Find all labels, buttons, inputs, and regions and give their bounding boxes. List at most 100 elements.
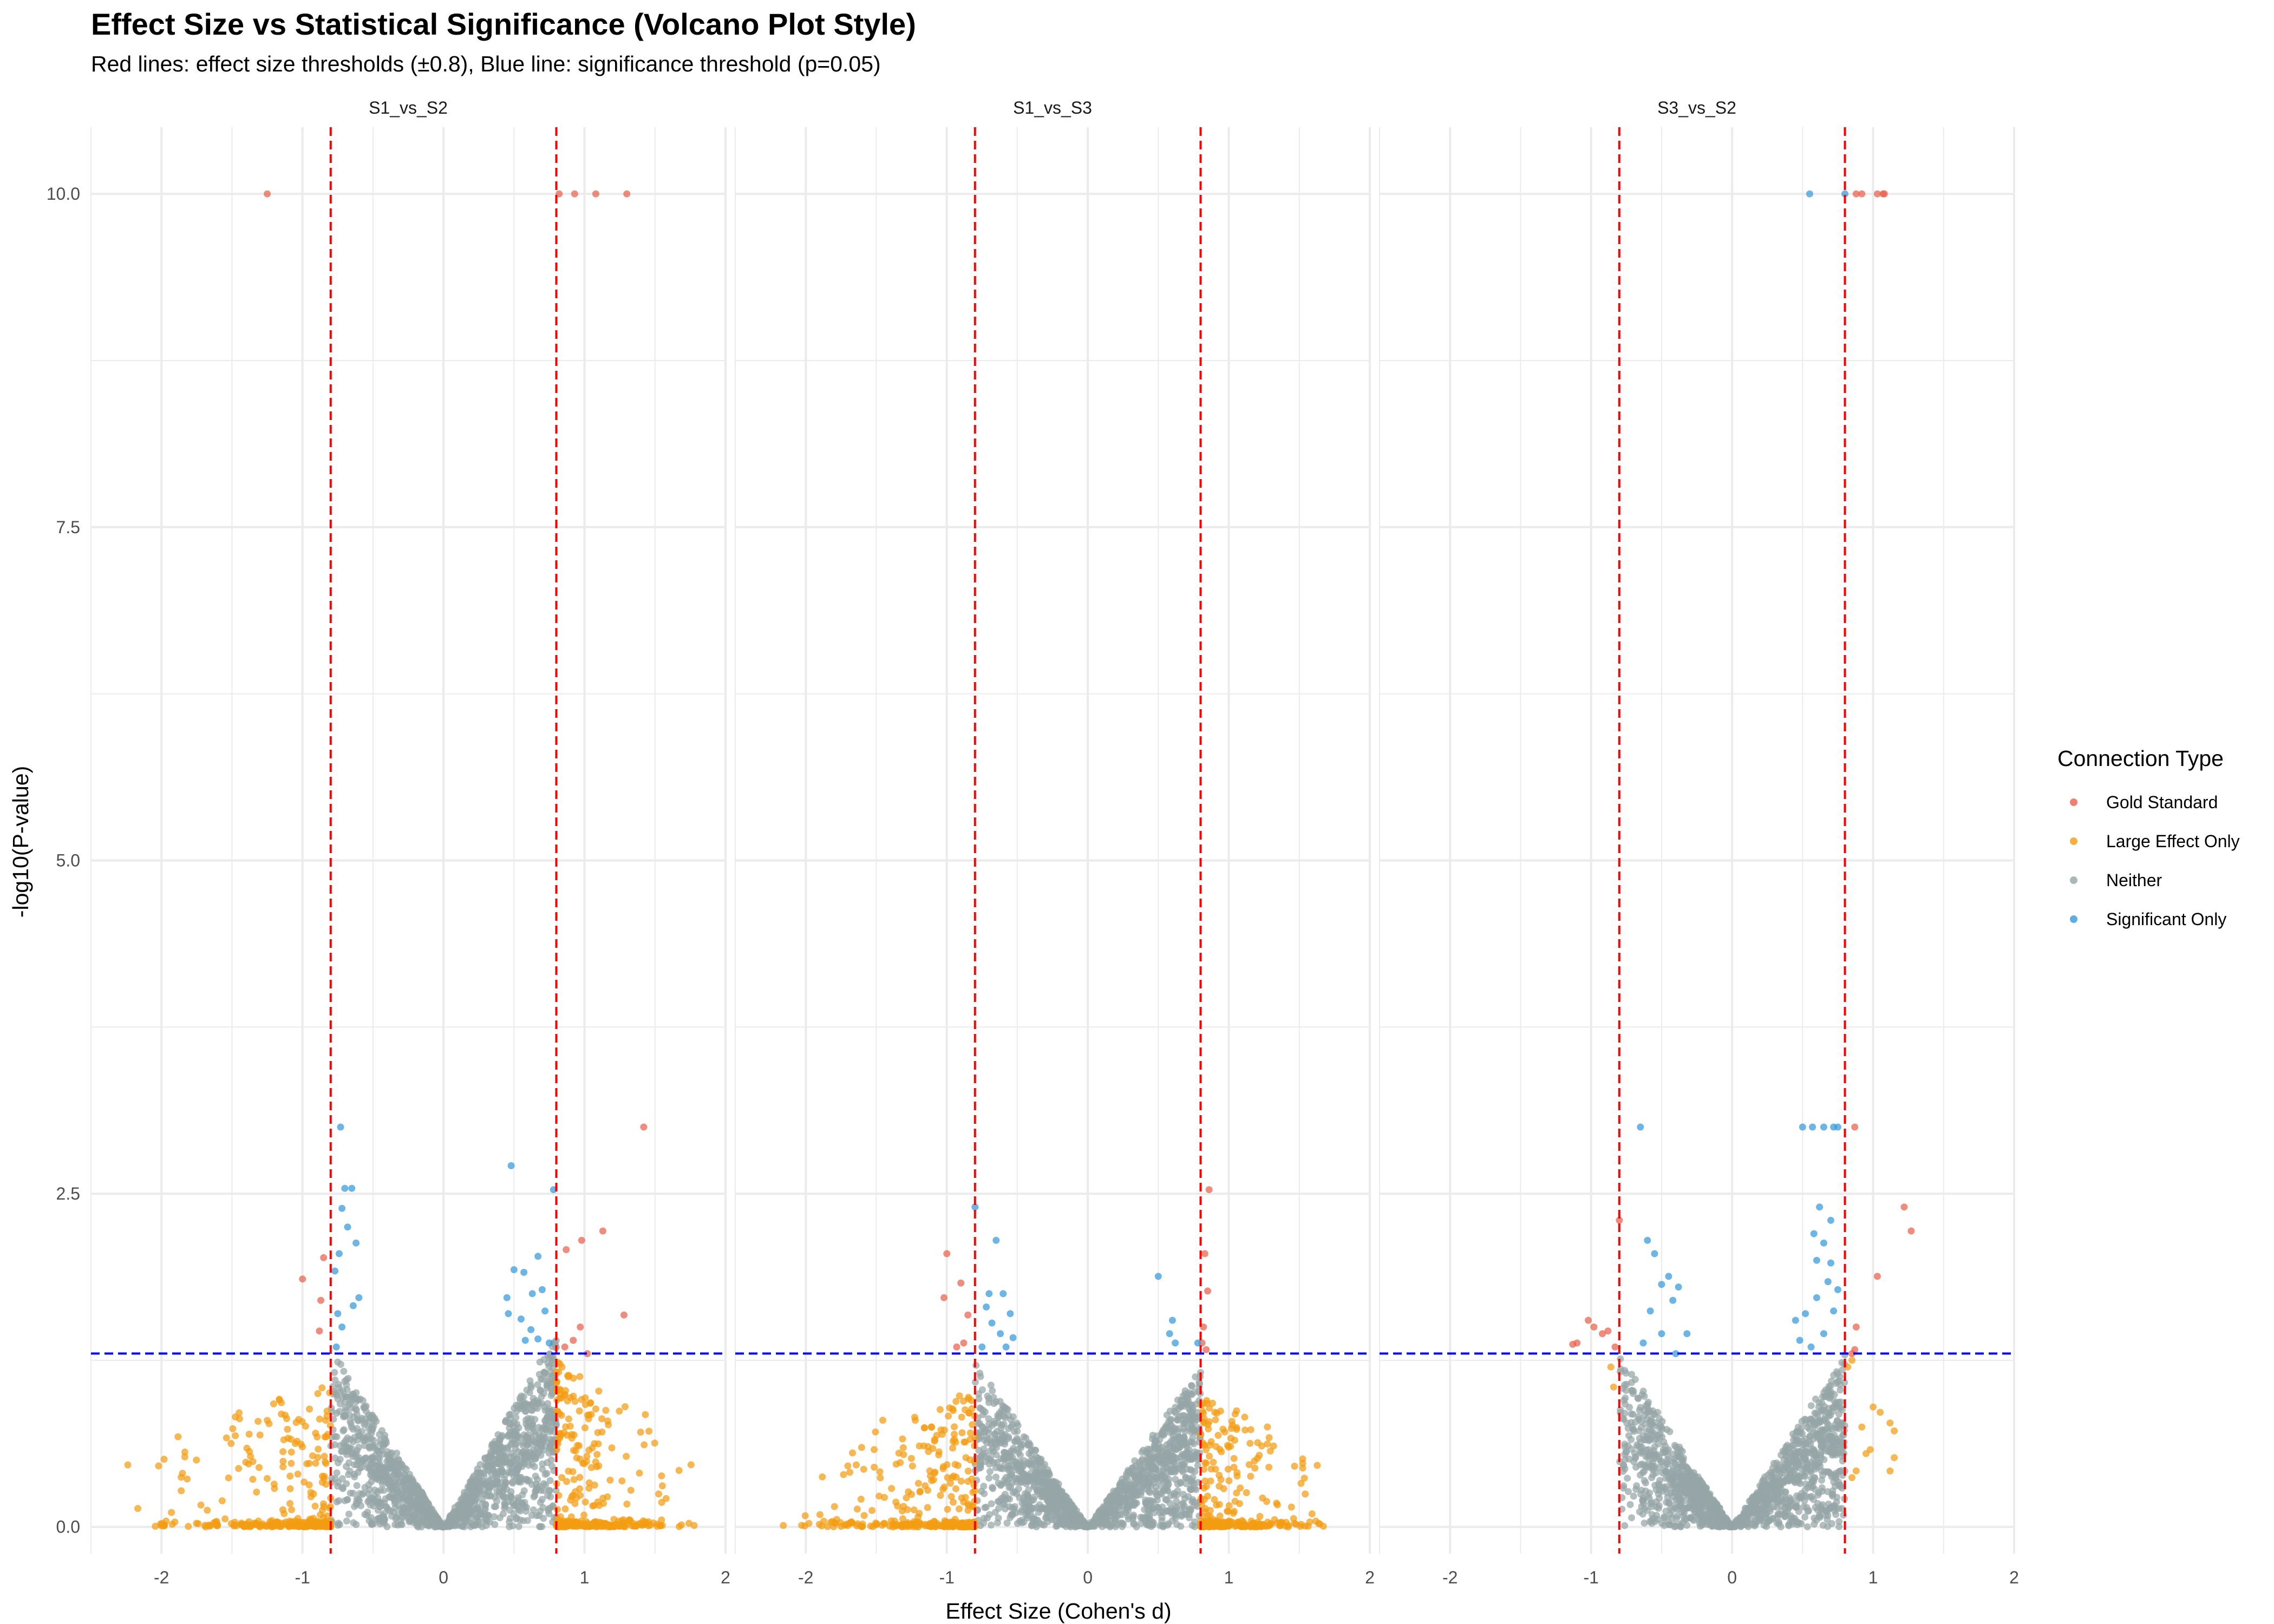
point-neither <box>540 1487 547 1494</box>
point-large-effect-only <box>1265 1463 1273 1471</box>
point-neither <box>1030 1514 1037 1521</box>
point-neither <box>1062 1523 1070 1530</box>
point-neither <box>365 1481 373 1489</box>
point-significant-only <box>520 1268 528 1276</box>
point-neither <box>543 1415 551 1422</box>
point-neither <box>989 1485 997 1492</box>
grid <box>1379 127 2015 1554</box>
point-neither <box>502 1417 510 1424</box>
point-large-effect-only <box>914 1479 922 1487</box>
point-large-effect-only <box>805 1520 813 1527</box>
point-neither <box>978 1386 986 1393</box>
point-neither <box>485 1453 492 1461</box>
point-large-effect-only <box>1265 1434 1273 1442</box>
point-large-effect-only <box>193 1456 200 1464</box>
point-neither <box>1021 1497 1028 1504</box>
point-neither <box>1045 1470 1053 1478</box>
point-large-effect-only <box>1263 1498 1270 1505</box>
point-neither <box>1001 1449 1008 1456</box>
point-neither <box>418 1517 426 1524</box>
point-large-effect-only <box>871 1463 878 1471</box>
point-neither <box>1023 1472 1030 1479</box>
point-large-effect-only <box>581 1394 589 1402</box>
point-large-effect-only <box>254 1418 262 1425</box>
point-large-effect-only <box>264 1417 271 1424</box>
point-large-effect-only <box>911 1413 918 1421</box>
point-neither <box>1011 1427 1018 1435</box>
point-large-effect-only <box>899 1515 906 1523</box>
point-large-effect-only <box>909 1462 916 1470</box>
point-large-effect-only <box>922 1521 929 1528</box>
point-large-effect-only <box>623 1452 630 1460</box>
point-large-effect-only <box>898 1523 906 1530</box>
point-large-effect-only <box>1288 1503 1295 1511</box>
point-large-effect-only <box>1230 1464 1238 1471</box>
point-neither <box>534 1381 541 1389</box>
point-neither <box>985 1455 992 1463</box>
point-large-effect-only <box>642 1411 649 1418</box>
point-significant-only <box>341 1184 349 1192</box>
point-large-effect-only <box>1251 1520 1258 1527</box>
point-neither <box>476 1482 483 1489</box>
point-large-effect-only <box>563 1478 571 1485</box>
point-neither <box>985 1415 992 1423</box>
point-significant-only <box>528 1290 536 1298</box>
point-neither <box>1169 1465 1177 1473</box>
x-tick-label: -2 <box>798 1568 813 1587</box>
point-significant-only <box>1009 1334 1017 1341</box>
point-large-effect-only <box>1218 1448 1225 1456</box>
point-large-effect-only <box>801 1512 809 1520</box>
point-large-effect-only <box>880 1520 887 1527</box>
point-neither <box>483 1466 491 1474</box>
point-neither <box>386 1507 394 1515</box>
point-neither <box>987 1381 995 1389</box>
point-large-effect-only <box>287 1449 295 1456</box>
point-neither <box>498 1443 505 1451</box>
point-neither <box>1103 1498 1111 1505</box>
point-neither <box>501 1476 508 1483</box>
panel-S3_vs_S2: S3_vs_S2-2 -1 0 1 2 <box>1379 98 2019 1587</box>
point-large-effect-only <box>134 1505 141 1512</box>
point-neither <box>547 1368 554 1376</box>
point-large-effect-only <box>1231 1497 1239 1505</box>
point-large-effect-only <box>1299 1464 1306 1472</box>
point-neither <box>1016 1517 1024 1525</box>
point-neither <box>1656 1495 1663 1502</box>
point-large-effect-only <box>256 1464 263 1471</box>
point-neither <box>531 1438 539 1446</box>
point-large-effect-only <box>860 1512 868 1520</box>
point-neither <box>1189 1474 1197 1481</box>
point-neither <box>478 1510 485 1518</box>
point-large-effect-only <box>160 1456 168 1463</box>
point-large-effect-only <box>844 1462 852 1470</box>
point-neither <box>1109 1495 1117 1503</box>
point-neither <box>522 1420 530 1427</box>
point-neither <box>509 1479 517 1487</box>
point-large-effect-only <box>900 1451 907 1458</box>
point-large-effect-only <box>965 1502 972 1509</box>
point-significant-only <box>332 1343 340 1351</box>
point-neither <box>353 1501 361 1508</box>
point-large-effect-only <box>326 1503 334 1510</box>
point-large-effect-only <box>287 1459 295 1467</box>
point-large-effect-only <box>311 1502 319 1510</box>
point-large-effect-only <box>1291 1463 1298 1470</box>
point-neither <box>1670 1450 1677 1458</box>
point-large-effect-only <box>249 1476 257 1483</box>
point-neither <box>468 1477 475 1484</box>
point-neither <box>1015 1449 1023 1456</box>
point-neither <box>521 1499 528 1506</box>
point-significant-only <box>1007 1310 1014 1318</box>
point-neither <box>406 1517 414 1524</box>
point-large-effect-only <box>278 1399 285 1406</box>
point-large-effect-only <box>223 1434 230 1442</box>
point-large-effect-only <box>576 1455 584 1463</box>
x-tick-label: -1 <box>1583 1568 1598 1587</box>
point-neither <box>1161 1430 1168 1437</box>
point-neither <box>1009 1489 1017 1496</box>
point-large-effect-only <box>1214 1522 1222 1530</box>
point-neither <box>1148 1497 1155 1505</box>
point-neither <box>369 1455 376 1462</box>
point-significant-only <box>545 1339 553 1347</box>
